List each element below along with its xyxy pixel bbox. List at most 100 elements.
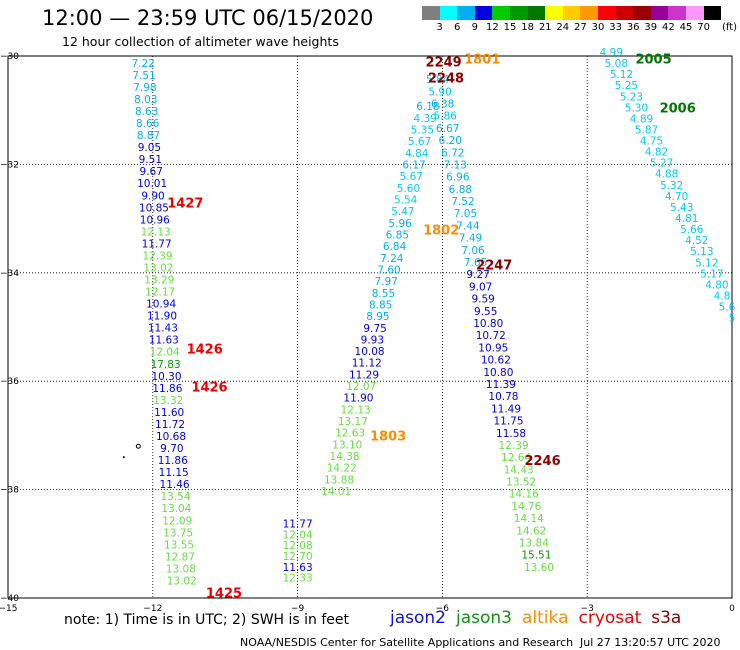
y-tick-label: −36 — [0, 377, 19, 387]
credit-line: NOAA/NESDIS Center for Satellite Applica… — [240, 636, 574, 649]
wave-height-value: 13.54 — [160, 491, 190, 503]
wave-height-value: 10.72 — [476, 330, 506, 342]
wave-height-value: 4.70 — [665, 191, 688, 203]
wave-height-value: 6.18 — [416, 101, 439, 113]
wave-height-value: 12.08 — [283, 540, 313, 552]
color-scale-label: 39 — [644, 22, 658, 33]
wave-height-value: 12.07 — [346, 381, 376, 393]
color-scale-label: 45 — [679, 22, 693, 33]
wave-height-value: 7.24 — [380, 253, 404, 265]
wave-height-value: 8.87 — [137, 130, 160, 142]
wave-height-value: 11.39 — [486, 379, 516, 391]
wave-height-value: 10.96 — [140, 214, 170, 226]
y-tick-label: −40 — [0, 594, 19, 604]
pass-time-label: 1427 — [167, 196, 203, 211]
wave-height-value: 4.39 — [413, 113, 436, 125]
wave-height-value: 8.66 — [136, 118, 160, 130]
wave-height-value: 7.22 — [131, 58, 154, 70]
wave-height-value: 12.63 — [335, 428, 365, 440]
wave-height-value: 11.15 — [159, 467, 189, 479]
wave-height-value: 10.68 — [156, 431, 186, 443]
pass-time-label: 1425 — [206, 587, 242, 602]
wave-height-value: 12.04 — [283, 529, 313, 541]
x-tick-label: −9 — [291, 604, 305, 614]
wave-height-value: 11.29 — [349, 369, 379, 381]
wave-height-value: 6.38 — [431, 98, 454, 110]
pass-time-label: 1426 — [187, 343, 223, 358]
wave-height-value: 9.27 — [466, 269, 489, 281]
wave-height-value: 5.17 — [700, 268, 723, 280]
wave-height-value: 7.44 — [456, 220, 480, 232]
wave-height-value: 4.8 — [714, 290, 731, 302]
wave-height-value: 7.97 — [375, 276, 398, 288]
wave-height-value: 5.25 — [615, 80, 638, 92]
wave-height-value: 11.77 — [283, 519, 313, 531]
legend-item-jason3: jason3 — [456, 608, 512, 628]
x-tick-label: −3 — [581, 604, 594, 614]
wave-height-value: 10.78 — [488, 391, 518, 403]
wave-height-value: 13.02 — [167, 575, 197, 587]
wave-height-value: 9.55 — [474, 306, 497, 318]
wave-height-value: 14.14 — [514, 513, 544, 525]
wave-height-value: 6.88 — [449, 184, 472, 196]
wave-height-value: 6.17 — [402, 160, 425, 172]
satellite-legend: jason2 jason3 altika cryosat s3a — [390, 608, 691, 628]
color-scale-label: 18 — [521, 22, 534, 33]
color-scale-label: 33 — [609, 22, 622, 33]
wave-height-value: 12.09 — [162, 515, 192, 527]
legend-item-s3a: s3a — [651, 608, 682, 628]
wave-height-value: 13.10 — [332, 439, 362, 451]
wave-height-value: 6.84 — [383, 241, 407, 253]
wave-height-value: 7.13 — [444, 159, 467, 171]
wave-height-value: 10.08 — [355, 346, 385, 358]
color-scale-label: 12 — [486, 22, 499, 33]
wave-height-value: 14.62 — [516, 525, 546, 537]
legend-item-cryosat: cryosat — [578, 608, 642, 628]
wave-height-value: 5.08 — [605, 58, 628, 70]
wave-height-value: 11.90 — [147, 311, 177, 323]
wave-height-value: 4.89 — [630, 113, 653, 125]
wave-height-value: 14.43 — [504, 464, 534, 476]
wave-height-value: 12.39 — [499, 440, 529, 452]
plot-frame — [7, 55, 733, 599]
wave-height-value: 8.55 — [372, 288, 395, 300]
color-swatch — [492, 6, 510, 20]
wave-height-value: 10.80 — [473, 318, 503, 330]
wave-height-value: 7.98 — [133, 82, 156, 94]
wave-height-value: 14.01 — [321, 486, 351, 498]
wave-height-value: 5.27 — [650, 158, 673, 170]
color-scale-label: 21 — [538, 22, 552, 33]
wave-height-value: 4.84 — [405, 148, 429, 160]
wave-height-value: 4.80 — [705, 279, 728, 291]
color-swatch — [686, 6, 704, 20]
wave-height-value: 7.65 — [464, 257, 487, 269]
color-scale-label: 27 — [574, 22, 587, 33]
wave-height-value: 5.96 — [388, 218, 412, 230]
color-scale-label: 70 — [697, 22, 710, 33]
x-tick-label: −12 — [143, 604, 162, 614]
island-mark — [135, 443, 141, 449]
wave-height-value: 11.75 — [493, 416, 523, 428]
x-tick-label: −15 — [0, 604, 18, 614]
wave-height-value: 5.86 — [433, 111, 457, 123]
wave-height-value: 12.04 — [150, 347, 180, 359]
color-swatch — [439, 6, 458, 20]
color-scale-unit: (ft) — [722, 22, 738, 33]
wave-height-value: 10.95 — [478, 342, 508, 354]
wave-height-value: 5.90 — [428, 86, 451, 98]
wave-height-value: 4.75 — [640, 136, 663, 148]
wave-height-value: 9.51 — [139, 154, 162, 166]
color-swatch — [422, 6, 440, 20]
wave-height-value: 11.46 — [160, 479, 190, 491]
wave-height-value: 6.20 — [439, 135, 462, 147]
wave-height-value: 13.75 — [163, 527, 193, 539]
color-swatch — [615, 6, 634, 20]
wave-height-value: 10.94 — [146, 299, 176, 311]
pass-time-label: 1801 — [464, 53, 500, 68]
wave-height-value: 7.06 — [461, 245, 485, 257]
x-tick-label: 0 — [729, 604, 735, 614]
legend-item-altika: altika — [522, 608, 569, 628]
wave-height-value: 13.52 — [506, 477, 536, 489]
wave-height-value: 13.84 — [519, 538, 549, 550]
color-swatch — [457, 6, 475, 20]
